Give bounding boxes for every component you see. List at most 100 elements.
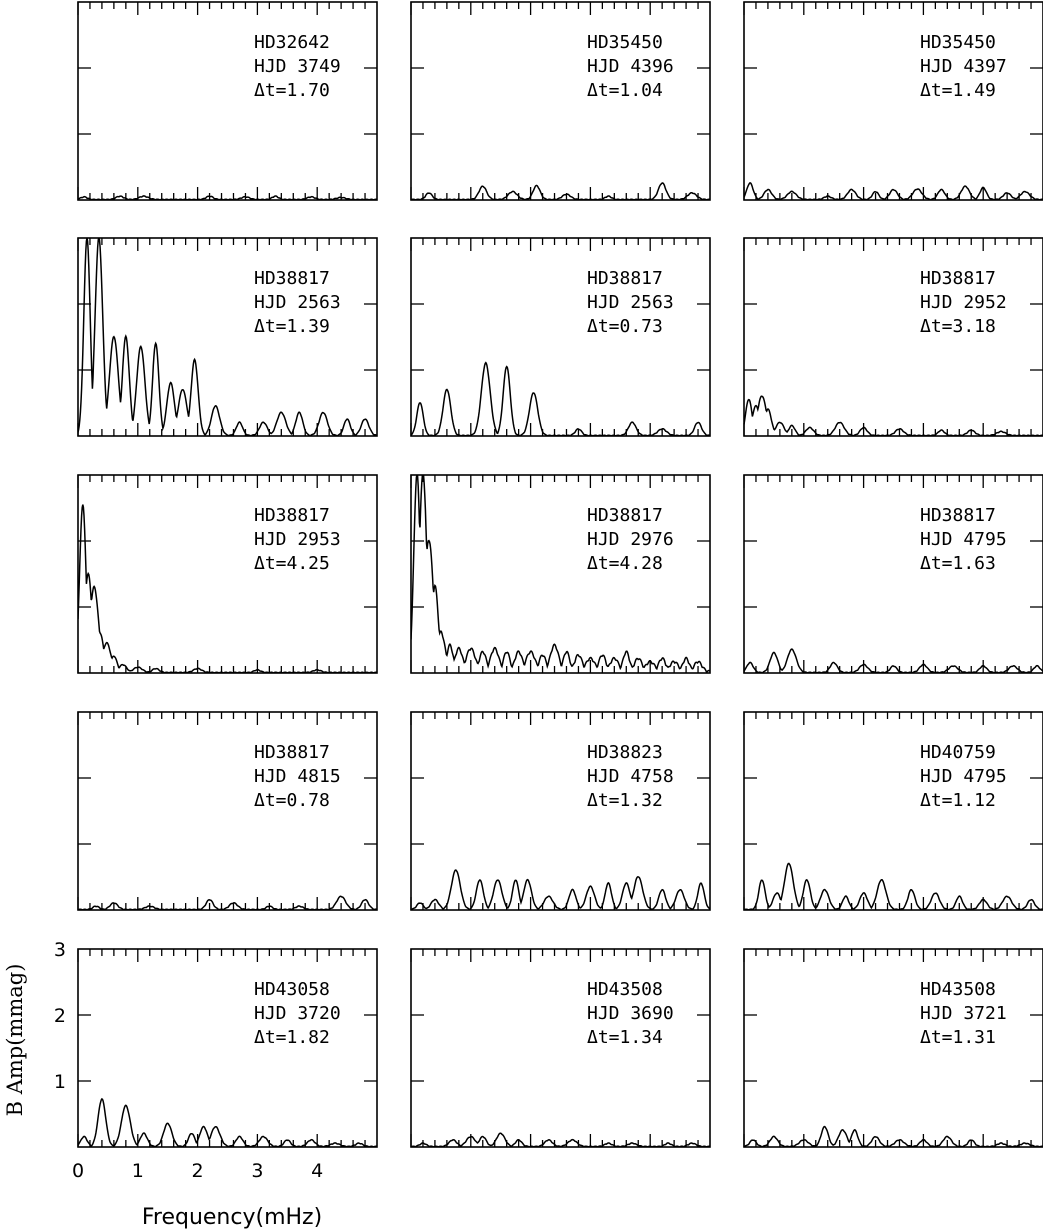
x-axis-title: Frequency(mHz) — [142, 1205, 322, 1230]
amplitude-spectrum-line — [78, 238, 377, 436]
dt-label: Δt=1.32 — [587, 790, 663, 811]
panel-frame — [77, 474, 378, 674]
amplitude-spectrum-line — [411, 182, 710, 200]
panel: HD40759 HJD 4795 Δt=1.12 — [743, 711, 1043, 911]
panel: HD38817 HJD 4795 Δt=1.63 — [743, 474, 1043, 674]
axis-tick-labels: 0 1 2 3 4 1 2 3 — [54, 939, 323, 1182]
x-tick-label: 2 — [192, 1160, 204, 1182]
hjd-label: HJD 3749 — [254, 56, 341, 77]
amplitude-spectrum-line — [411, 361, 710, 436]
hjd-label: HJD 3721 — [920, 1003, 1007, 1024]
star-label: HD43058 — [254, 979, 330, 1000]
star-label: HD38817 — [920, 505, 996, 526]
star-label: HD38817 — [254, 268, 330, 289]
hjd-label: HJD 2952 — [920, 292, 1007, 313]
hjd-label: HJD 4795 — [920, 766, 1007, 787]
panel: HD38817 HJD 2952 Δt=3.18 — [743, 237, 1043, 437]
dt-label: Δt=1.12 — [920, 790, 996, 811]
panel: HD38817 HJD 4815 Δt=0.78 — [77, 711, 378, 911]
panel: HD38817 HJD 2563 Δt=0.73 — [410, 237, 711, 437]
y-axis-title: B Amp(mmag) — [3, 964, 27, 1117]
amplitude-spectrum-line — [411, 1132, 710, 1147]
panel: HD38817 HJD 2953 Δt=4.25 — [77, 474, 378, 674]
panel-frame — [410, 474, 711, 674]
hjd-label: HJD 4815 — [254, 766, 341, 787]
panel-frame — [77, 1, 378, 201]
dt-label: Δt=1.31 — [920, 1027, 996, 1048]
dt-label: Δt=4.28 — [587, 553, 663, 574]
star-label: HD32642 — [254, 32, 330, 53]
dt-label: Δt=1.70 — [254, 80, 330, 101]
amplitude-spectrum-line — [411, 869, 710, 910]
dt-label: Δt=0.73 — [587, 316, 663, 337]
hjd-label: HJD 4397 — [920, 56, 1007, 77]
amplitude-spectrum-line — [744, 1125, 1043, 1147]
star-label: HD38817 — [587, 505, 663, 526]
amplitude-spectrum-line — [78, 895, 377, 910]
dt-label: Δt=4.25 — [254, 553, 330, 574]
hjd-label: HJD 2953 — [254, 529, 341, 550]
panel-frame — [410, 1, 711, 201]
panel-frame — [743, 948, 1043, 1148]
panel-frame — [77, 237, 378, 437]
panel: HD43508 HJD 3721 Δt=1.31 — [743, 948, 1043, 1148]
x-tick-label: 3 — [251, 1160, 263, 1182]
star-label: HD43508 — [587, 979, 663, 1000]
star-label: HD38817 — [254, 742, 330, 763]
dt-label: Δt=1.49 — [920, 80, 996, 101]
amplitude-spectrum-line — [744, 648, 1043, 673]
amplitude-spectrum-line — [744, 181, 1043, 200]
hjd-label: HJD 3720 — [254, 1003, 341, 1024]
dt-label: Δt=1.39 — [254, 316, 330, 337]
panel: HD35450 HJD 4397 Δt=1.49 — [743, 1, 1043, 201]
panel-frame — [743, 711, 1043, 911]
panel: HD38817 HJD 2976 Δt=4.28 — [410, 474, 711, 674]
dt-label: Δt=1.63 — [920, 553, 996, 574]
panel: HD38823 HJD 4758 Δt=1.32 — [410, 711, 711, 911]
hjd-label: HJD 4396 — [587, 56, 674, 77]
dt-label: Δt=1.82 — [254, 1027, 330, 1048]
y-tick-label: 2 — [54, 1005, 66, 1027]
star-label: HD38817 — [587, 268, 663, 289]
star-label: HD38823 — [587, 742, 663, 763]
panel-frame — [410, 711, 711, 911]
amplitude-spectrum-line — [744, 395, 1043, 436]
dt-label: Δt=1.34 — [587, 1027, 663, 1048]
panel: HD43058 HJD 3720 Δt=1.82 — [77, 948, 378, 1148]
dt-label: Δt=1.04 — [587, 80, 663, 101]
star-label: HD38817 — [254, 505, 330, 526]
panel: HD32642 HJD 3749 Δt=1.70 — [77, 1, 378, 201]
star-label: HD43508 — [920, 979, 996, 1000]
hjd-label: HJD 4795 — [920, 529, 1007, 550]
panel: HD35450 HJD 4396 Δt=1.04 — [410, 1, 711, 201]
x-tick-label: 1 — [132, 1160, 144, 1182]
y-tick-label: 3 — [54, 939, 66, 961]
panel-frame — [410, 948, 711, 1148]
dt-label: Δt=0.78 — [254, 790, 330, 811]
hjd-label: HJD 4758 — [587, 766, 674, 787]
panel: HD38817 HJD 2563 Δt=1.39 — [77, 237, 378, 437]
dt-label: Δt=3.18 — [920, 316, 996, 337]
hjd-label: HJD 2563 — [254, 292, 341, 313]
y-tick-label: 1 — [54, 1071, 66, 1093]
amplitude-spectrum-line — [744, 862, 1043, 910]
star-label: HD35450 — [920, 32, 996, 53]
panel-frame — [77, 711, 378, 911]
star-label: HD38817 — [920, 268, 996, 289]
panel: HD43508 HJD 3690 Δt=1.34 — [410, 948, 711, 1148]
panel-frame — [743, 1, 1043, 201]
amplitude-spectrum-line — [411, 475, 710, 673]
amplitude-spectrum-line — [78, 1097, 377, 1147]
x-tick-label: 4 — [311, 1160, 323, 1182]
hjd-label: HJD 3690 — [587, 1003, 674, 1024]
panel-frame — [410, 237, 711, 437]
x-tick-label: 0 — [72, 1160, 84, 1182]
amplitude-spectrum-line — [78, 504, 377, 673]
hjd-label: HJD 2976 — [587, 529, 674, 550]
panels-group: HD32642 HJD 3749 Δt=1.70 HD35450 HJD 4396 Δt=… — [77, 1, 1043, 1148]
hjd-label: HJD 2563 — [587, 292, 674, 313]
panel-frame — [743, 237, 1043, 437]
panel-frame — [743, 474, 1043, 674]
star-label: HD35450 — [587, 32, 663, 53]
